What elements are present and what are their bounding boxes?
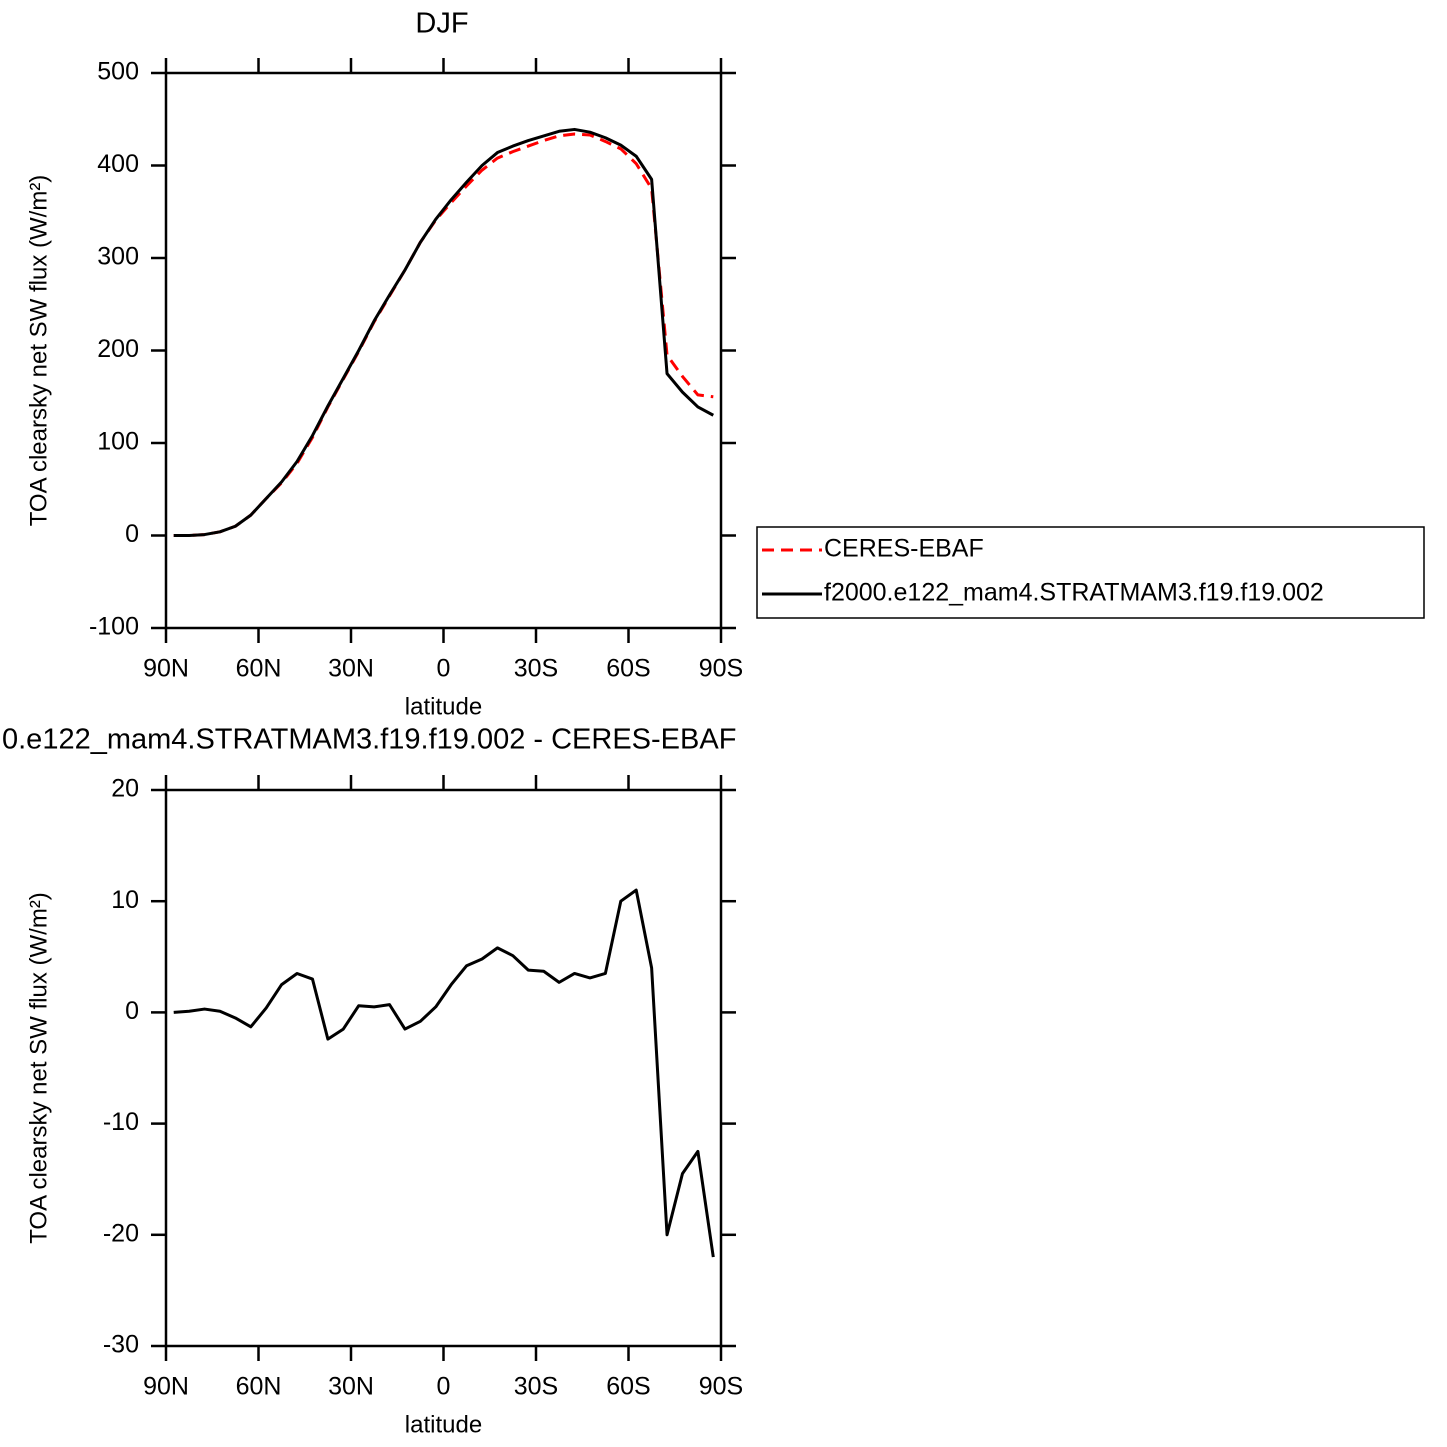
x-tick-label: 90N (143, 1373, 189, 1401)
x-tick-label: 90S (699, 1373, 743, 1401)
x-tick-label: 90N (143, 655, 189, 683)
y-tick-label: 200 (97, 335, 139, 363)
x-axis-label: latitude (405, 693, 482, 720)
x-tick-label: 90S (699, 655, 743, 683)
y-tick-label: 10 (111, 886, 139, 914)
y-tick-label: 0 (125, 997, 139, 1025)
plot-frame (164, 788, 723, 1348)
x-tick-label: 0 (437, 655, 451, 683)
legend-label: CERES-EBAF (824, 535, 984, 563)
y-tick-label: 300 (97, 243, 139, 271)
x-tick-label: 60S (606, 1373, 650, 1401)
legend-label: f2000.e122_mam4.STRATMAM3.f19.f19.002 (824, 579, 1324, 607)
legend-box (756, 526, 1425, 619)
y-tick-label: 400 (97, 150, 139, 178)
y-tick-label: -30 (103, 1331, 139, 1359)
y-tick-label: -100 (89, 613, 139, 641)
y-tick-label: 20 (111, 775, 139, 803)
chart-title: DJF (415, 8, 468, 40)
data-line (173, 888, 715, 1258)
x-tick-label: 60N (236, 1373, 282, 1401)
y-axis-label: TOA clearsky net SW flux (W/m²) (25, 892, 52, 1244)
x-tick-label: 30S (514, 1373, 558, 1401)
x-tick-label: 30N (328, 655, 374, 683)
data-line (173, 127, 715, 537)
y-tick-label: 100 (97, 428, 139, 456)
data-line (173, 132, 714, 537)
chart-title: 0.e122_mam4.STRATMAM3.f19.f19.002 - CERE… (2, 724, 736, 756)
x-tick-label: 30S (514, 655, 558, 683)
x-tick-label: 30N (328, 1373, 374, 1401)
y-tick-label: -20 (103, 1219, 139, 1247)
x-tick-label: 60N (236, 655, 282, 683)
y-tick-label: 500 (97, 58, 139, 86)
y-tick-label: 0 (125, 520, 139, 548)
y-tick-label: -10 (103, 1108, 139, 1136)
x-tick-label: 60S (606, 655, 650, 683)
x-tick-label: 0 (437, 1373, 451, 1401)
x-axis-label: latitude (405, 1411, 482, 1438)
y-axis-label: TOA clearsky net SW flux (W/m²) (25, 175, 52, 527)
